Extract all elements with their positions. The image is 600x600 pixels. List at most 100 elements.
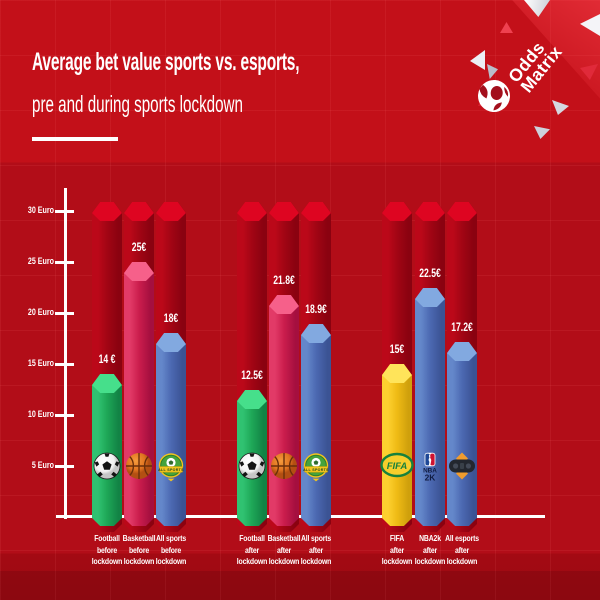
shard-icon <box>470 50 485 70</box>
bar-category-label: Football after lockdown <box>230 533 275 568</box>
bar-category-line: before <box>160 544 182 555</box>
y-axis-tick-label: 10 Euro <box>27 408 54 420</box>
shard-icon <box>580 64 598 80</box>
svg-text:NBA: NBA <box>423 468 437 475</box>
bar-category-line: All sports <box>300 533 332 543</box>
oddsmatrix-logo: Odds Matrix <box>460 0 600 155</box>
bar-category-line: Football <box>94 533 120 543</box>
bar-category-line: after <box>244 544 260 555</box>
bar-category-line: after <box>454 544 470 555</box>
ball-icon <box>476 78 512 119</box>
bar-all-sports-before-lockdown-cap <box>156 333 186 352</box>
y-axis-tick <box>55 413 74 417</box>
svg-text:ALL SPORTS: ALL SPORTS <box>303 468 329 472</box>
track-bar-cap <box>237 202 267 221</box>
y-axis-tick-label: 30 Euro <box>27 204 54 216</box>
bar-fifa-after-lockdown-cap <box>382 364 412 383</box>
y-axis-tick-label: 20 Euro <box>27 306 54 318</box>
bar-category-line: lockdown <box>91 556 123 566</box>
bar-category-line: All esports <box>445 533 479 543</box>
bar-category-line: after <box>276 544 292 555</box>
bar-nba2k-after-lockdown-cap <box>415 288 445 307</box>
bar-category-line: lockdown <box>300 556 332 566</box>
svg-text:2K: 2K <box>425 473 436 482</box>
logo-wordmark: Odds Matrix <box>504 33 566 97</box>
bar-value-label: 17.2€ <box>451 320 473 334</box>
track-bar-cap <box>92 202 122 221</box>
bar-category-line: after <box>308 544 324 555</box>
track-bar-cap <box>156 202 186 221</box>
gamepad-icon <box>445 452 479 480</box>
track-bar-cap <box>382 202 412 221</box>
bar-category-line: NBA2k <box>419 533 441 543</box>
bar-value-label: 18€ <box>163 311 179 325</box>
bar-category-line: lockdown <box>123 556 155 566</box>
y-axis-line <box>64 188 67 519</box>
page-title: Average bet value sports vs. esports, <box>32 48 300 76</box>
page-subtitle: pre and during sports lockdown <box>32 91 243 117</box>
y-axis-tick <box>55 464 74 468</box>
bar-category-line: lockdown <box>155 556 187 566</box>
bar-value-label: 21.8€ <box>273 273 295 287</box>
bar-all-esports-after-lockdown <box>447 342 477 526</box>
track-bar-cap <box>269 202 299 221</box>
y-axis-tick <box>55 311 74 315</box>
bar-category-label: Basketball after lockdown <box>262 533 307 568</box>
all-sports-badge-icon: ALL SPORTS <box>299 452 333 482</box>
bar-category-line: lockdown <box>236 556 268 566</box>
bar-value-label: 22.5€ <box>419 266 441 280</box>
bottom-band <box>0 571 600 600</box>
shard-icon <box>580 14 600 36</box>
bar-football-before-lockdown-cap <box>92 374 122 393</box>
all-sports-badge-icon: ALL SPORTS <box>154 452 188 482</box>
bar-basketball-before-lockdown <box>124 262 154 526</box>
bar-category-line: Basketball <box>122 533 156 543</box>
bar-category-line: after <box>422 544 438 555</box>
x-axis-line <box>56 515 545 518</box>
football-icon <box>90 452 124 480</box>
bar-category-line: lockdown <box>268 556 300 566</box>
bar-category-line: Basketball <box>267 533 301 543</box>
bar-all-esports-after-lockdown-cap <box>447 342 477 361</box>
bar-all-sports-before-lockdown <box>156 333 186 526</box>
shard-icon <box>552 100 569 115</box>
bar-basketball-after-lockdown-cap <box>269 295 299 314</box>
svg-text:FIFA: FIFA <box>387 461 408 472</box>
bar-category-label: NBA2k after lockdown <box>408 533 453 568</box>
bar-category-label: All esports after lockdown <box>440 533 485 568</box>
football-icon <box>235 452 269 480</box>
track-bar-cap <box>301 202 331 221</box>
shard-icon <box>487 64 498 79</box>
bar-category-label: Basketball before lockdown <box>117 533 162 568</box>
bar-category-line: Football <box>239 533 265 543</box>
header: Average bet value sports vs. esports, pr… <box>32 48 463 118</box>
bar-basketball-after-lockdown <box>269 295 299 526</box>
y-axis-tick <box>55 362 74 366</box>
y-axis-tick-label: 25 Euro <box>27 255 54 267</box>
basketball-icon <box>122 452 156 480</box>
bar-category-label: FIFA after lockdown <box>375 533 420 568</box>
svg-text:ALL SPORTS: ALL SPORTS <box>158 468 184 472</box>
bar-value-label: 25€ <box>131 240 147 254</box>
bar-football-before-lockdown <box>92 374 122 526</box>
bar-basketball-before-lockdown-cap <box>124 262 154 281</box>
shard-icon <box>500 22 513 33</box>
shard-icon <box>524 0 550 17</box>
bar-football-after-lockdown-cap <box>237 390 267 409</box>
track-bar-cap <box>447 202 477 221</box>
bar-value-label: 18.9€ <box>305 302 327 316</box>
bar-value-label: 12.5€ <box>241 368 263 382</box>
fifa-icon: FIFA <box>380 452 414 478</box>
y-axis-tick <box>55 260 74 264</box>
title-underline <box>32 137 118 141</box>
bar-all-sports-after-lockdown <box>301 324 331 526</box>
bar-category-line: after <box>389 544 405 555</box>
track-bar-cap <box>415 202 445 221</box>
bar-category-line: lockdown <box>381 556 413 566</box>
y-axis-tick-label: 5 Euro <box>31 459 54 471</box>
bar-category-line: All sports <box>155 533 187 543</box>
bar-all-sports-after-lockdown-cap <box>301 324 331 343</box>
track-bar-cap <box>124 202 154 221</box>
bar-category-label: All sports before lockdown <box>149 533 194 568</box>
